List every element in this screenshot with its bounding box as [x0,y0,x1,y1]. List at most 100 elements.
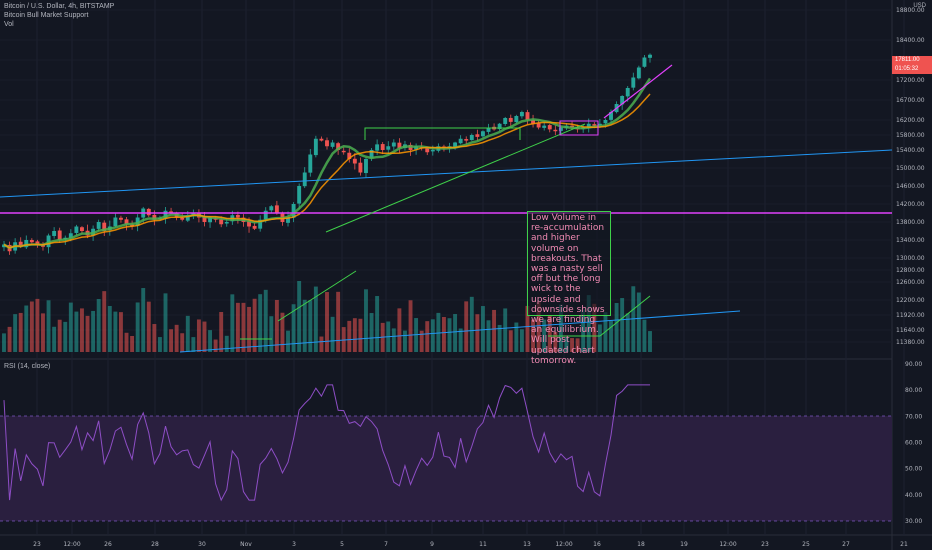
volume-bar [453,314,458,352]
candle-body [113,217,118,227]
volume-bar [542,319,547,352]
volume-bar [308,300,313,352]
volume-bar [219,312,224,352]
candle-body [274,205,279,213]
candle-body [263,210,268,220]
volume-bar [397,308,402,352]
volume-bar [419,330,424,352]
rsi-tick-label: 60.00 [905,440,922,447]
volume-bar [464,301,469,352]
volume-bar [102,291,107,352]
green-volume-line-1[interactable] [277,270,357,322]
blue-volume-trendline[interactable] [179,310,741,353]
volume-bar [408,300,413,352]
volume-bar [68,302,73,352]
candle-body [96,222,101,229]
volume-bar [13,314,18,352]
volume-bar [430,319,435,352]
volume-bar [96,299,101,352]
candle-body [558,127,563,131]
candle-body [391,142,396,147]
magenta-rising-line[interactable] [603,64,673,119]
price-tick-label: 12200.00 [896,297,925,304]
symbol-legend[interactable]: Bitcoin / U.S. Dollar, 4h, BITSTAMP [4,3,115,10]
volume-bar [213,339,218,352]
time-tick-label: 12:00 [555,541,572,548]
rsi-tick-label: 30.00 [905,518,922,525]
candle-body [453,142,458,147]
price-axis[interactable]: 18800.0018400.0017600.0017200.0016700.00… [896,7,925,346]
drawings [0,64,893,353]
candle-body [52,231,57,236]
volume-bar [57,319,62,352]
volume-bar [375,296,380,352]
time-axis[interactable]: 23 12:00 26 28 30 Nov 3 5 7 9 11 13 12:00 16 18 19 12:00… [33,541,908,548]
volume-bar [336,291,341,352]
volume-bar [503,308,508,352]
candle-body [286,217,290,223]
blue-trendline[interactable] [0,149,893,198]
time-tick-label: 12:00 [63,541,80,548]
candle-body [464,139,469,141]
volume-bar [620,298,625,352]
rsi-legend[interactable]: RSI (14, close) [4,363,51,370]
candle-body [124,219,129,225]
candle-body [536,123,541,128]
annotation-note[interactable]: Low Volume in re-accumulation and higher… [527,211,611,366]
green-trendline[interactable] [325,123,586,233]
candle-body [146,208,151,216]
green-volume-line-4[interactable] [599,295,651,337]
volume-bar [648,331,652,352]
candle-body [397,142,402,149]
volume-bar [18,312,23,352]
candle-body [325,140,329,147]
volume-bar [41,313,45,352]
volume-bar [230,294,235,352]
volume-bar [531,319,536,352]
candle-body [224,222,229,224]
volume-bar [235,302,240,352]
candle-body [252,225,257,229]
rsi-axis[interactable]: 90.00 80.00 70.00 60.00 50.00 40.00 30.00 [905,361,922,525]
time-tick-label: 11 [479,541,487,548]
candle-body [135,217,140,226]
volume-bar [558,304,563,352]
volume-bar [325,292,329,352]
volume-bar [202,321,207,352]
pink-consolidation-box[interactable] [559,120,599,136]
candle-body [352,158,357,164]
volume-bar [196,319,201,352]
candle-body [425,148,430,153]
candle-body [258,219,263,229]
candle-body [347,152,352,159]
indicator-legend[interactable]: Bitcoin Bull Market Support [4,12,89,19]
volume-bar [241,302,246,352]
volume-bar [458,328,463,352]
time-tick-label: 23 [761,541,769,548]
volume-legend[interactable]: Vol [4,21,14,28]
candle-body [369,150,374,159]
volume-bar [609,320,613,352]
volume-bar [347,320,352,352]
volume-bar [118,312,123,352]
green-range-box[interactable] [364,127,521,140]
candle-body [202,216,207,222]
volume-bar [358,318,363,352]
volume-bar [85,315,90,352]
volume-bar [642,319,647,352]
candle-body [185,215,190,221]
candle-body [29,240,34,243]
candle-body [375,144,380,151]
candle-body [609,112,613,120]
candle-body [503,118,508,125]
candle-body [631,77,636,88]
candle-body [74,226,79,233]
candle-body [547,125,552,130]
candle-body [486,127,491,132]
volume-bar [224,335,229,352]
volume-bar [480,306,485,352]
time-tick-label: 3 [292,541,296,548]
price-tick-label: 16200.00 [896,117,925,124]
time-tick-label: 25 [802,541,810,548]
